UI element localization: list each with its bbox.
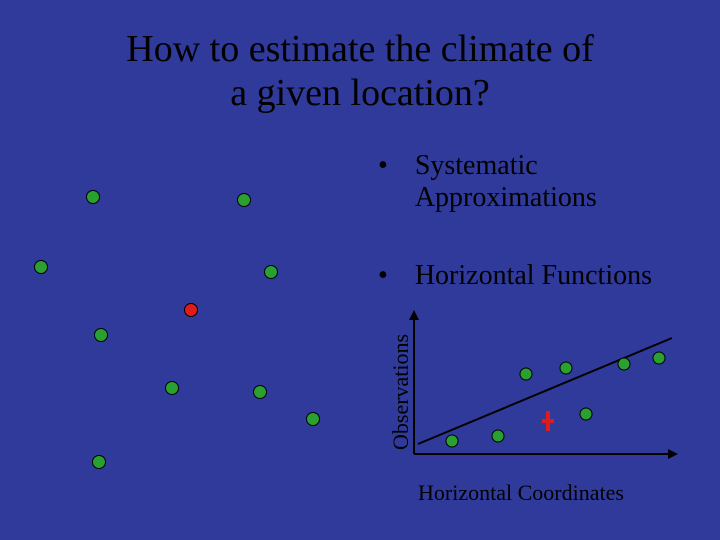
scatter-dot <box>165 381 179 395</box>
bullet-marker: • <box>378 150 388 182</box>
scatter-dot <box>237 193 251 207</box>
slide: How to estimate the climate ofa given lo… <box>0 0 720 540</box>
bullet-marker: • <box>378 260 388 292</box>
scatter-dot <box>253 385 267 399</box>
bullet-text: SystematicApproximations <box>415 150 597 214</box>
bullet-horizontal: • Horizontal Functions <box>378 260 652 292</box>
chart-xlabel: Horizontal Coordinates <box>418 480 624 506</box>
scatter-dot <box>92 455 106 469</box>
slide-title: How to estimate the climate ofa given lo… <box>0 28 720 115</box>
mini-chart <box>400 308 680 468</box>
scatter-dot <box>94 328 108 342</box>
scatter-dot <box>86 190 100 204</box>
scatter-dot <box>264 265 278 279</box>
scatter-dot <box>184 303 198 317</box>
scatter-dot <box>34 260 48 274</box>
scatter-dot <box>306 412 320 426</box>
bullet-text: Horizontal Functions <box>415 260 652 292</box>
chart-ylabel: Observations <box>388 334 414 450</box>
bullet-systematic: • SystematicApproximations <box>378 150 597 214</box>
chart-svg <box>400 308 680 468</box>
